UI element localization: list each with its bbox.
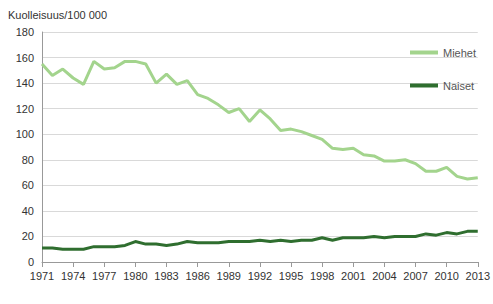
svg-text:80: 80 — [22, 154, 34, 166]
svg-text:2001: 2001 — [341, 270, 365, 282]
svg-text:Miehet: Miehet — [443, 47, 476, 59]
svg-text:1986: 1986 — [185, 270, 209, 282]
svg-text:1971: 1971 — [30, 270, 54, 282]
svg-text:20: 20 — [22, 230, 34, 242]
svg-text:140: 140 — [16, 77, 34, 89]
svg-text:40: 40 — [22, 205, 34, 217]
svg-text:60: 60 — [22, 179, 34, 191]
svg-text:100: 100 — [16, 128, 34, 140]
svg-text:120: 120 — [16, 103, 34, 115]
svg-text:1989: 1989 — [217, 270, 241, 282]
svg-text:1992: 1992 — [248, 270, 272, 282]
svg-text:2010: 2010 — [434, 270, 458, 282]
svg-text:1983: 1983 — [154, 270, 178, 282]
svg-text:180: 180 — [16, 26, 34, 38]
svg-text:1980: 1980 — [123, 270, 147, 282]
svg-text:1974: 1974 — [61, 270, 85, 282]
svg-text:1977: 1977 — [92, 270, 116, 282]
svg-text:2007: 2007 — [403, 270, 427, 282]
svg-text:0: 0 — [28, 256, 34, 268]
svg-text:1998: 1998 — [310, 270, 334, 282]
svg-text:Naiset: Naiset — [443, 80, 474, 92]
svg-text:Kuolleisuus/100 000: Kuolleisuus/100 000 — [8, 9, 107, 21]
svg-text:160: 160 — [16, 52, 34, 64]
svg-text:2004: 2004 — [372, 270, 396, 282]
svg-text:2013: 2013 — [466, 270, 490, 282]
svg-text:1995: 1995 — [279, 270, 303, 282]
